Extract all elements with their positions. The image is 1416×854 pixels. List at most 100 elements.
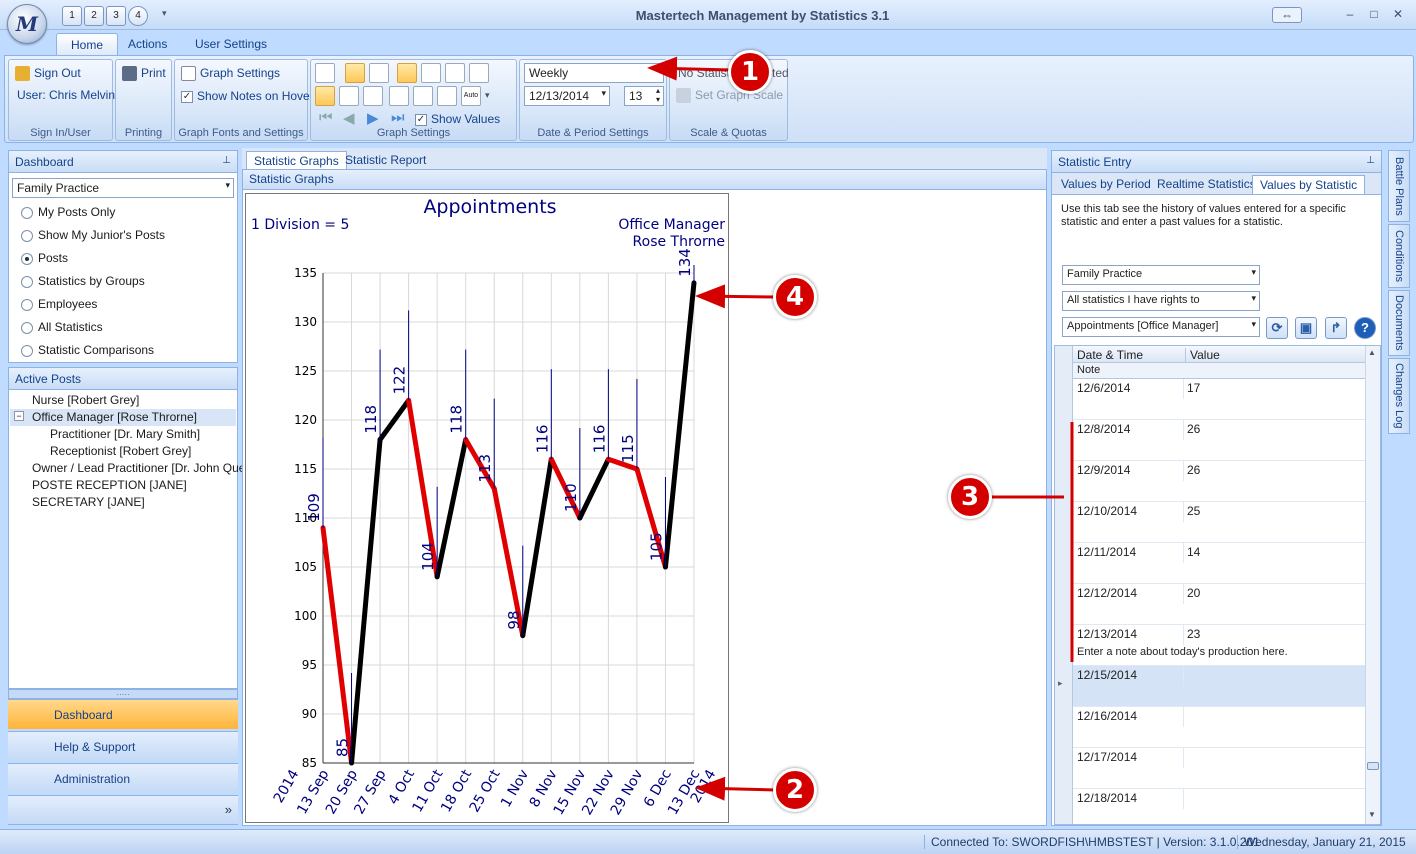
cell-date[interactable]: 12/13/2014 xyxy=(1077,627,1138,641)
cell-value[interactable]: 17 xyxy=(1187,381,1201,395)
fit-page-icon[interactable] xyxy=(469,63,489,83)
dashboard-option[interactable]: Employees xyxy=(21,297,97,311)
period-count-stepper[interactable]: 13 ▴ ▾ xyxy=(624,86,664,106)
sign-out-button[interactable]: Sign Out xyxy=(15,66,81,82)
expand-nav-icon[interactable]: » xyxy=(224,802,232,817)
qat-button-1[interactable]: 1 xyxy=(62,6,82,26)
graph-style-1-icon[interactable] xyxy=(345,63,365,83)
layout-4-icon[interactable] xyxy=(389,86,409,106)
qat-customize-icon[interactable]: ▾ xyxy=(162,8,167,18)
end-date-field[interactable]: 12/13/2014 ▾ xyxy=(524,86,610,106)
layout-3-icon[interactable] xyxy=(363,86,383,106)
cell-value[interactable]: 14 xyxy=(1187,545,1201,559)
table-row[interactable]: 12/9/2014 26 xyxy=(1073,461,1365,502)
statistics-filter[interactable]: All statistics I have rights to ▾ xyxy=(1062,291,1260,311)
refresh-icon[interactable]: ⟳ xyxy=(1266,317,1288,339)
next-page-icon[interactable]: ▶ xyxy=(367,110,379,127)
stepper-arrows-icon[interactable]: ▴ ▾ xyxy=(655,86,660,104)
table-row[interactable]: 12/6/2014 17 xyxy=(1073,379,1365,420)
practice-filter[interactable]: Family Practice ▾ xyxy=(1062,265,1260,285)
print-button[interactable]: Print xyxy=(122,66,166,82)
col-note-header[interactable]: Note xyxy=(1077,364,1101,376)
save-icon[interactable]: ▣ xyxy=(1295,317,1317,339)
collapse-icon[interactable]: − xyxy=(14,411,24,421)
cell-date[interactable]: 12/15/2014 xyxy=(1077,668,1138,682)
prev-page-icon[interactable]: ◀ xyxy=(343,110,355,127)
auto-scale-icon[interactable]: Auto xyxy=(461,86,481,106)
dashboard-option[interactable]: Statistics by Groups xyxy=(21,274,145,288)
period-select[interactable]: Weekly xyxy=(524,63,664,83)
side-tab-documents[interactable]: Documents xyxy=(1388,290,1410,356)
post-item[interactable]: POSTE RECEPTION [JANE] xyxy=(10,477,236,494)
cell-date[interactable]: 12/9/2014 xyxy=(1077,463,1131,477)
tab-values-by-period[interactable]: Values by Period xyxy=(1061,177,1151,191)
table-row[interactable]: 12/15/2014 ▸ xyxy=(1058,666,1365,707)
layout-6-icon[interactable] xyxy=(437,86,457,106)
tab-actions[interactable]: Actions xyxy=(128,37,168,51)
layout-1-icon[interactable] xyxy=(315,86,335,106)
maximize-button[interactable]: □ xyxy=(1370,7,1378,21)
chevron-down-icon[interactable]: ▾ xyxy=(225,180,230,190)
fit-width-icon[interactable] xyxy=(445,63,465,83)
table-row[interactable]: 12/10/2014 25 xyxy=(1073,502,1365,543)
col-date-header[interactable]: Date & Time xyxy=(1077,348,1144,362)
side-tab-conditions[interactable]: Conditions xyxy=(1388,224,1410,288)
layout-5-icon[interactable] xyxy=(413,86,433,106)
table-row[interactable]: 12/18/2014 xyxy=(1073,789,1365,824)
cell-value[interactable]: 26 xyxy=(1187,422,1201,436)
tab-statistic-graphs[interactable]: Statistic Graphs xyxy=(246,151,347,170)
chevron-down-icon[interactable]: ▾ xyxy=(1251,319,1256,329)
help-icon[interactable]: ? xyxy=(1354,317,1376,339)
cell-value[interactable]: 23 xyxy=(1187,627,1201,641)
pin-icon[interactable]: ⊥ xyxy=(222,155,231,166)
cell-date[interactable]: 12/6/2014 xyxy=(1077,381,1131,395)
application-menu-button[interactable]: M xyxy=(7,4,47,44)
graph-style-2-icon[interactable] xyxy=(369,63,389,83)
tab-realtime-statistics[interactable]: Realtime Statistics xyxy=(1157,177,1256,191)
col-value-header[interactable]: Value xyxy=(1185,348,1220,362)
cell-date[interactable]: 12/10/2014 xyxy=(1077,504,1138,518)
tab-user-settings[interactable]: User Settings xyxy=(195,37,268,51)
first-page-icon[interactable]: ⏮ xyxy=(319,109,333,126)
dashboard-option[interactable]: Statistic Comparisons xyxy=(21,343,154,357)
cell-value[interactable]: 26 xyxy=(1187,463,1201,477)
chevron-down-icon[interactable]: ▾ xyxy=(1251,267,1256,277)
tab-home[interactable]: Home xyxy=(56,33,119,55)
cell-value[interactable]: 25 xyxy=(1187,504,1201,518)
restore-layout-icon[interactable]: ⇔ xyxy=(1272,7,1302,23)
page-landscape-icon[interactable] xyxy=(421,63,441,83)
table-row[interactable]: 12/16/2014 xyxy=(1073,707,1365,748)
nav-help-support[interactable]: Help & Support xyxy=(8,731,238,761)
show-values-checkbox[interactable]: ✓ Show Values xyxy=(415,112,500,126)
cell-date[interactable]: 12/8/2014 xyxy=(1077,422,1131,436)
qat-button-3[interactable]: 3 xyxy=(106,6,126,26)
tab-statistic-report[interactable]: Statistic Report xyxy=(345,153,427,167)
show-notes-checkbox[interactable]: ✓ Show Notes on Hover xyxy=(181,89,314,103)
table-row[interactable]: 12/11/2014 14 xyxy=(1073,543,1365,584)
layout-2-icon[interactable] xyxy=(339,86,359,106)
graph-settings-button[interactable]: Graph Settings xyxy=(181,66,280,82)
minimize-button[interactable]: – xyxy=(1346,7,1354,21)
cell-date[interactable]: 12/16/2014 xyxy=(1077,709,1138,723)
post-item[interactable]: Receptionist [Robert Grey] xyxy=(10,443,236,460)
dashboard-option[interactable]: All Statistics xyxy=(21,320,103,334)
cell-date[interactable]: 12/11/2014 xyxy=(1077,545,1137,559)
qat-button-4[interactable]: 4 xyxy=(128,6,148,26)
nav-administration[interactable]: Administration xyxy=(8,763,238,793)
qat-button-2[interactable]: 2 xyxy=(84,6,104,26)
nav-dashboard[interactable]: Dashboard xyxy=(8,699,238,729)
date-dropdown-icon[interactable]: ▾ xyxy=(601,88,606,98)
statistic-select[interactable]: Appointments [Office Manager] ▾ xyxy=(1062,317,1260,337)
refresh-graph-icon[interactable] xyxy=(315,63,335,83)
dashboard-option[interactable]: Show My Junior's Posts xyxy=(21,228,165,242)
dashboard-option[interactable]: My Posts Only xyxy=(21,205,115,219)
close-button[interactable]: ✕ xyxy=(1392,7,1404,21)
post-item[interactable]: Practitioner [Dr. Mary Smith] xyxy=(10,426,236,443)
side-tab-changes-log[interactable]: Changes Log xyxy=(1388,358,1410,434)
pin-icon[interactable]: ⊥ xyxy=(1366,155,1375,166)
side-tab-battle-plans[interactable]: Battle Plans xyxy=(1388,150,1410,222)
table-row[interactable]: 12/12/2014 20 xyxy=(1073,584,1365,625)
cell-note[interactable]: Enter a note about today's production he… xyxy=(1077,646,1288,658)
chevron-down-icon[interactable]: ▾ xyxy=(1251,293,1256,303)
set-graph-scale-button[interactable]: Set Graph Scale xyxy=(676,88,783,104)
